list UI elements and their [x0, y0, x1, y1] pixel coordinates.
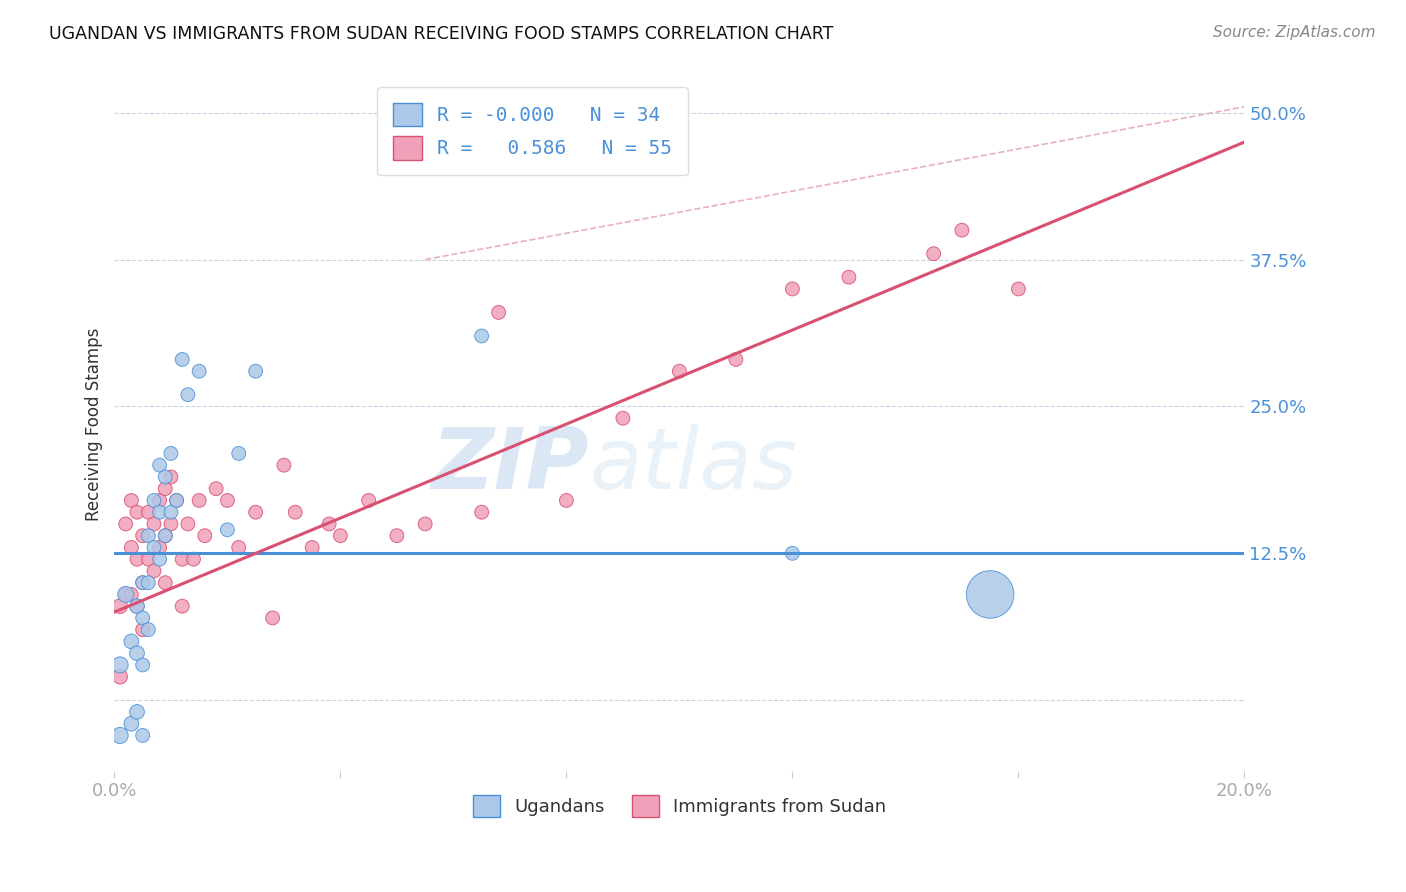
Point: [922, 246, 945, 260]
Point: [979, 587, 1001, 601]
Point: [160, 505, 183, 519]
Point: [131, 657, 153, 672]
Point: [149, 458, 172, 473]
Point: [136, 505, 159, 519]
Point: [172, 352, 194, 367]
Point: [114, 587, 136, 601]
Point: [125, 552, 148, 566]
Point: [120, 587, 142, 601]
Point: [724, 352, 747, 367]
Point: [160, 516, 183, 531]
Point: [301, 541, 323, 555]
Point: [131, 623, 153, 637]
Point: [273, 458, 295, 473]
Point: [188, 493, 211, 508]
Point: [217, 493, 239, 508]
Point: [125, 599, 148, 614]
Point: [555, 493, 578, 508]
Point: [782, 546, 804, 560]
Point: [245, 505, 267, 519]
Point: [108, 728, 131, 742]
Point: [149, 541, 172, 555]
Point: [131, 728, 153, 742]
Point: [172, 599, 194, 614]
Point: [183, 552, 205, 566]
Point: [131, 611, 153, 625]
Point: [188, 364, 211, 378]
Point: [318, 516, 340, 531]
Point: [284, 505, 307, 519]
Point: [131, 575, 153, 590]
Point: [136, 529, 159, 543]
Point: [262, 611, 284, 625]
Point: [120, 634, 142, 648]
Point: [120, 716, 142, 731]
Point: [149, 493, 172, 508]
Point: [413, 516, 436, 531]
Point: [838, 270, 860, 285]
Point: [228, 541, 250, 555]
Point: [177, 516, 200, 531]
Point: [120, 493, 142, 508]
Point: [136, 575, 159, 590]
Point: [136, 552, 159, 566]
Point: [108, 670, 131, 684]
Point: [166, 493, 188, 508]
Point: [782, 282, 804, 296]
Point: [668, 364, 690, 378]
Point: [160, 446, 183, 460]
Point: [155, 575, 177, 590]
Point: [149, 505, 172, 519]
Point: [114, 516, 136, 531]
Point: [160, 470, 183, 484]
Point: [155, 470, 177, 484]
Point: [194, 529, 217, 543]
Point: [217, 523, 239, 537]
Point: [114, 587, 136, 601]
Point: [228, 446, 250, 460]
Point: [125, 705, 148, 719]
Point: [471, 329, 494, 343]
Point: [950, 223, 973, 237]
Point: [166, 493, 188, 508]
Text: Source: ZipAtlas.com: Source: ZipAtlas.com: [1212, 25, 1375, 40]
Point: [143, 564, 166, 578]
Point: [357, 493, 380, 508]
Point: [136, 623, 159, 637]
Point: [108, 657, 131, 672]
Point: [143, 516, 166, 531]
Point: [125, 646, 148, 660]
Point: [131, 529, 153, 543]
Point: [471, 505, 494, 519]
Point: [205, 482, 228, 496]
Point: [172, 552, 194, 566]
Point: [108, 599, 131, 614]
Point: [245, 364, 267, 378]
Point: [143, 541, 166, 555]
Point: [488, 305, 510, 319]
Text: ZIP: ZIP: [432, 425, 589, 508]
Point: [125, 505, 148, 519]
Point: [149, 552, 172, 566]
Point: [125, 599, 148, 614]
Text: atlas: atlas: [589, 425, 797, 508]
Point: [155, 529, 177, 543]
Point: [385, 529, 408, 543]
Point: [155, 529, 177, 543]
Point: [143, 493, 166, 508]
Point: [329, 529, 352, 543]
Point: [155, 482, 177, 496]
Point: [612, 411, 634, 425]
Point: [1007, 282, 1029, 296]
Y-axis label: Receiving Food Stamps: Receiving Food Stamps: [86, 327, 103, 521]
Point: [120, 541, 142, 555]
Point: [177, 387, 200, 401]
Text: UGANDAN VS IMMIGRANTS FROM SUDAN RECEIVING FOOD STAMPS CORRELATION CHART: UGANDAN VS IMMIGRANTS FROM SUDAN RECEIVI…: [49, 25, 834, 43]
Legend: Ugandans, Immigrants from Sudan: Ugandans, Immigrants from Sudan: [465, 788, 893, 824]
Point: [131, 575, 153, 590]
